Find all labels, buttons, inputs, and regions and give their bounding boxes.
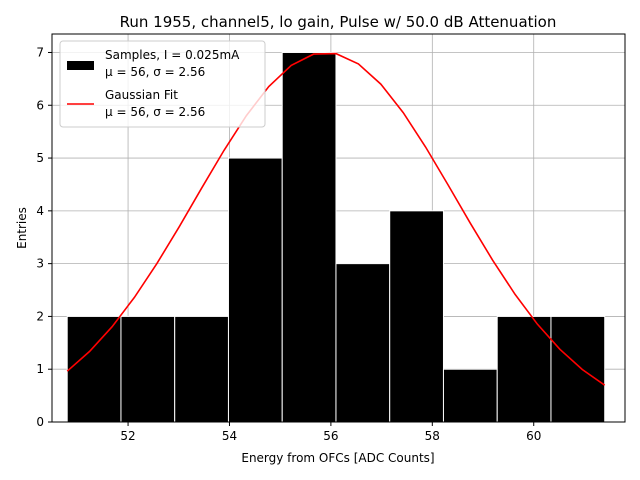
legend-box xyxy=(59,40,266,128)
histogram-bar xyxy=(174,315,229,423)
chart-title: Run 1955, channel5, lo gain, Pulse w/ 50… xyxy=(120,13,557,31)
plot-frame xyxy=(51,33,626,423)
histogram-bar xyxy=(550,315,606,423)
histogram-bar xyxy=(66,315,122,423)
histogram-bar xyxy=(120,315,176,423)
y-tick-label: 7 xyxy=(36,45,44,59)
histogram-bar xyxy=(227,157,283,423)
histogram-bar xyxy=(281,51,337,423)
x-axis-label: Energy from OFCs [ADC Counts] xyxy=(241,451,434,465)
y-axis-label: Entries xyxy=(15,207,29,249)
legend-fit-label: Gaussian Fit xyxy=(105,88,178,102)
x-tick-label: 52 xyxy=(120,429,135,443)
y-tick-label: 1 xyxy=(36,362,44,376)
histogram-bar xyxy=(442,368,498,423)
y-tick-label: 4 xyxy=(36,204,44,218)
x-tick-label: 54 xyxy=(222,429,237,443)
y-axis-ticks: 0 1 2 3 4 5 6 7 xyxy=(36,45,52,429)
legend-samples-stats: μ = 56, σ = 2.56 xyxy=(105,65,205,79)
y-tick-label: 6 xyxy=(36,98,44,112)
gaussian-fit-line xyxy=(66,52,606,386)
y-tick-label: 2 xyxy=(36,309,44,323)
y-tick-label: 5 xyxy=(36,151,44,165)
legend-samples-swatch xyxy=(67,61,94,70)
legend-samples-label: Samples, I = 0.025mA xyxy=(105,48,240,62)
histogram-bar xyxy=(335,263,391,423)
x-tick-label: 58 xyxy=(425,429,440,443)
y-tick-label: 0 xyxy=(36,415,44,429)
histogram-bar xyxy=(389,210,444,423)
histogram-bar xyxy=(496,315,552,423)
x-axis-ticks: 52 54 56 58 60 xyxy=(120,422,541,443)
histogram-bars xyxy=(66,51,606,423)
legend-fit-stats: μ = 56, σ = 2.56 xyxy=(105,105,205,119)
x-tick-label: 56 xyxy=(323,429,338,443)
legend: Samples, I = 0.025mA μ = 56, σ = 2.56 Ga… xyxy=(59,40,266,128)
y-tick-label: 3 xyxy=(36,257,44,271)
x-tick-label: 60 xyxy=(526,429,541,443)
